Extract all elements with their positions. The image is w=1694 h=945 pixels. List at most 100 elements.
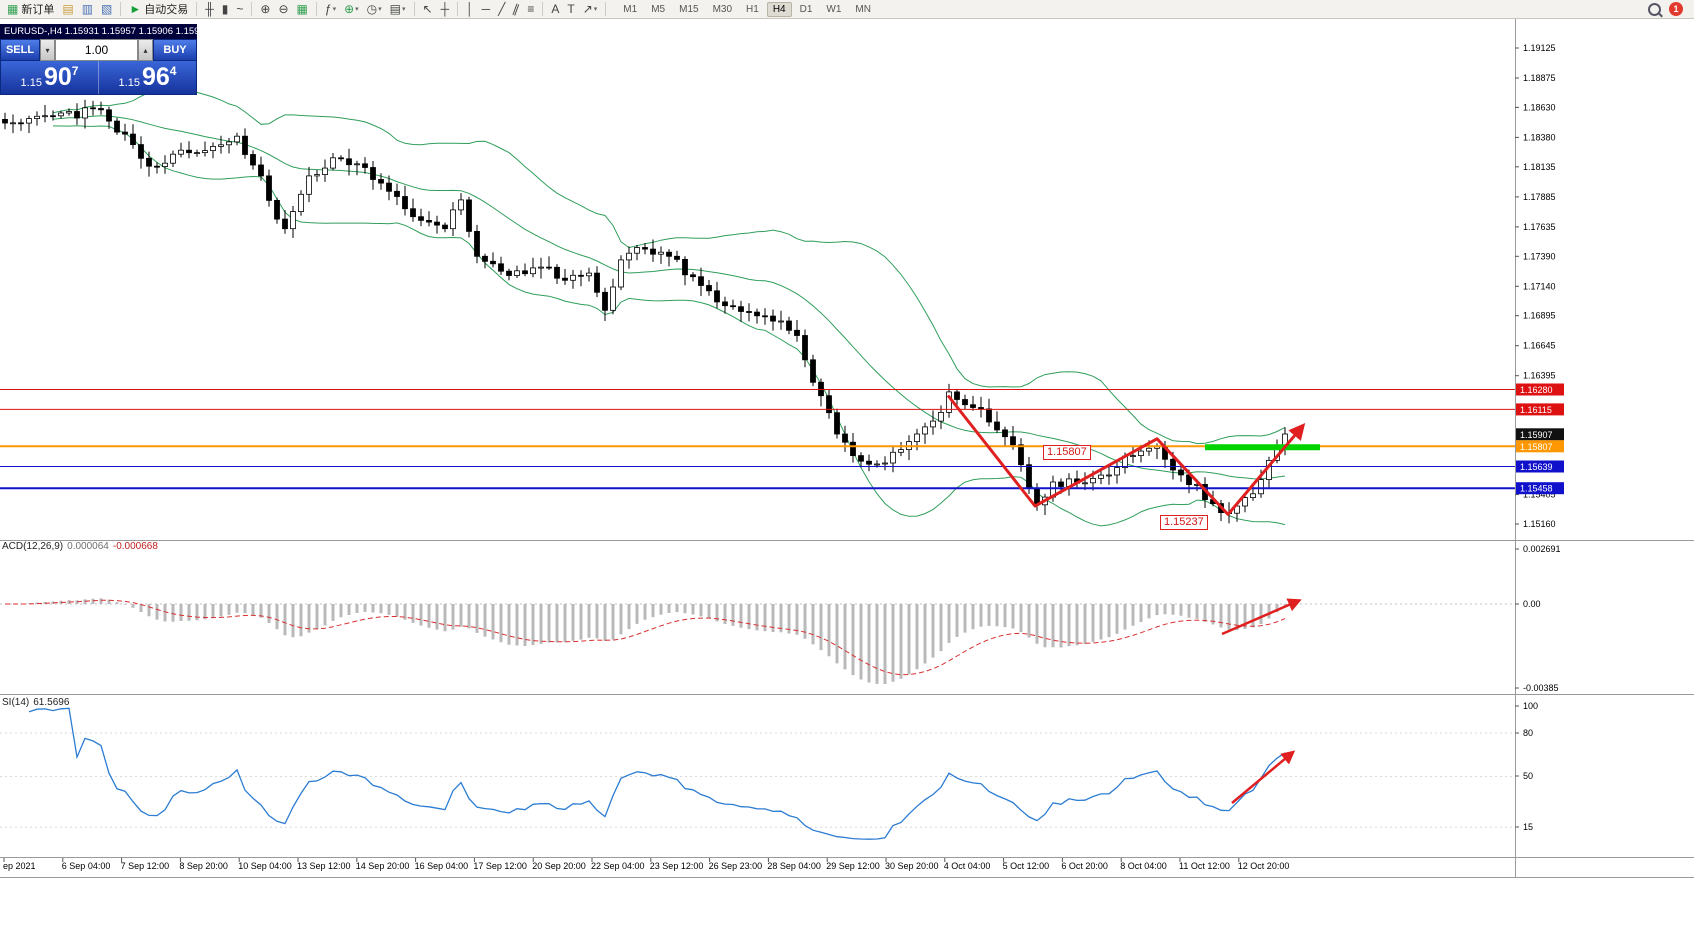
time-axis-label: 16 Sep 04:00 (415, 861, 469, 871)
autotrade-button[interactable]: ► 自动交易 (126, 1, 191, 18)
candle-body (402, 196, 408, 210)
channel-button[interactable]: ∥ (510, 1, 522, 18)
bollinger-bands (52, 88, 1286, 527)
toolbar-separator (605, 2, 607, 16)
candle-body (1138, 450, 1144, 457)
timeframe-m15-button[interactable]: M15 (679, 3, 699, 15)
candlesticks (2, 99, 1288, 524)
lot-decrease-button[interactable]: ▾ (40, 39, 55, 61)
toolbar-separator (457, 2, 459, 16)
arrows-button[interactable]: ↗ ▾ (580, 1, 601, 18)
candle-body (842, 433, 848, 443)
candle-body (18, 122, 24, 125)
cursor-button[interactable]: ↖ (420, 1, 436, 18)
price-annotation[interactable]: 1.15237 (1160, 515, 1208, 530)
periods-button[interactable]: ◷ ▾ (364, 1, 385, 18)
fibonacci-button[interactable]: ≡ (524, 1, 537, 18)
candle-body (178, 149, 184, 155)
rsi-name: SI(14) (2, 697, 30, 708)
timeframe-d1-button[interactable]: D1 (799, 3, 813, 15)
chart-profile-icon[interactable]: ▤ (59, 1, 76, 18)
price-annotation[interactable]: 1.15807 (1043, 445, 1091, 460)
horizontal-line-icon: ─ (481, 2, 491, 16)
navigator-icon[interactable]: ▧ (98, 1, 115, 18)
text-icon: A (551, 2, 560, 16)
trend-arrows[interactable] (946, 394, 1306, 804)
price-tag-label: 1.15458 (1520, 484, 1553, 494)
trendline-button[interactable]: ╱ (495, 1, 508, 18)
macd-up-arrow[interactable] (1221, 598, 1302, 636)
candle-body (754, 311, 760, 317)
lot-size-input[interactable]: 1.00 (55, 39, 138, 61)
candle-body (234, 135, 240, 143)
candle-body (218, 144, 224, 147)
candle-body (698, 276, 704, 286)
candle-body (674, 255, 680, 260)
templates-button[interactable]: ▤ ▾ (387, 1, 409, 18)
candle-body (1170, 458, 1176, 471)
tile-windows-button[interactable]: ▦ (294, 1, 311, 18)
timeframe-m30-button[interactable]: M30 (712, 3, 733, 15)
add-object-button[interactable]: ⊕ ▾ (341, 1, 362, 18)
notification-badge[interactable]: 1 (1669, 2, 1683, 16)
market-watch-icon[interactable]: ▥ (79, 1, 96, 18)
candle-body (954, 391, 960, 400)
rsi-up-arrow[interactable] (1231, 750, 1296, 804)
horizontal-line-button[interactable]: ─ (479, 1, 494, 18)
timeframe-h1-button[interactable]: H1 (746, 3, 759, 15)
fibonacci-icon: ≡ (527, 2, 535, 16)
timeframe-m1-button[interactable]: M1 (623, 3, 638, 15)
macd-indicator (0, 598, 1515, 684)
timeframe-h4-button[interactable]: H4 (766, 1, 792, 17)
sell-price-prefix: 1.15 (20, 77, 42, 89)
candle-body (330, 157, 336, 169)
price-zigzag-arrow[interactable] (946, 394, 1306, 516)
new-order-button-label: 新订单 (21, 4, 55, 16)
sell-button[interactable]: SELL (0, 39, 40, 61)
zoom-in-button[interactable]: ⊕ (257, 1, 273, 18)
timeframe-m5-button[interactable]: M5 (651, 3, 666, 15)
bollinger-upper-band (52, 88, 1286, 445)
price-tag-bg (1516, 460, 1564, 473)
time-axis-label: 6 Oct 20:00 (1061, 861, 1108, 871)
time-axis-label: 13 Sep 12:00 (297, 861, 351, 871)
timeframe-mn-button[interactable]: MN (855, 3, 871, 15)
price-tag-bg (1516, 403, 1564, 416)
buy-price[interactable]: 1.15 96 4 (99, 61, 196, 94)
candle-body (890, 451, 896, 464)
trade-controls-row: SELL ▾ 1.00 ▴ BUY (0, 39, 197, 61)
text-label-button[interactable]: T (564, 1, 577, 18)
search-icon[interactable] (1648, 2, 1661, 16)
price-tag-bg (1516, 383, 1564, 396)
line-chart-button[interactable]: ~ (233, 1, 246, 18)
toolbar-separator (315, 2, 317, 16)
buy-button[interactable]: BUY (153, 39, 197, 61)
time-axis-label: 30 Sep 20:00 (885, 861, 939, 871)
price-tag-bg (1516, 428, 1564, 441)
bar-chart-button[interactable]: ╫ (202, 1, 217, 18)
zoom-out-button[interactable]: ⊖ (275, 1, 291, 18)
time-axis-label: 23 Sep 12:00 (650, 861, 704, 871)
candlestick-chart-button[interactable]: ▮ (219, 1, 232, 18)
new-order-button[interactable]: ▦ 新订单 (4, 1, 57, 18)
zoom-out-icon: ⊖ (278, 2, 289, 16)
price-axis-label: 1.16895 (1523, 311, 1556, 321)
candle-body (34, 115, 40, 120)
candle-body (642, 247, 648, 250)
timeframe-w1-button[interactable]: W1 (826, 3, 842, 15)
vertical-line-button[interactable]: │ (463, 1, 477, 18)
text-button[interactable]: A (548, 1, 562, 18)
price-axis-label: 1.17885 (1523, 192, 1556, 202)
crosshair-button[interactable]: ┼ (438, 1, 453, 18)
crosshair-icon: ┼ (440, 2, 450, 16)
horizontal-level-lines[interactable] (0, 389, 1515, 490)
sell-price[interactable]: 1.15 90 7 (1, 61, 99, 94)
candle-body (202, 150, 208, 154)
lot-increase-button[interactable]: ▴ (138, 39, 153, 61)
indicators-button[interactable]: ƒ ▾ (322, 1, 339, 18)
candle-body (898, 449, 904, 453)
new-order-icon: ▦ (7, 2, 19, 16)
candle-body (378, 179, 384, 184)
